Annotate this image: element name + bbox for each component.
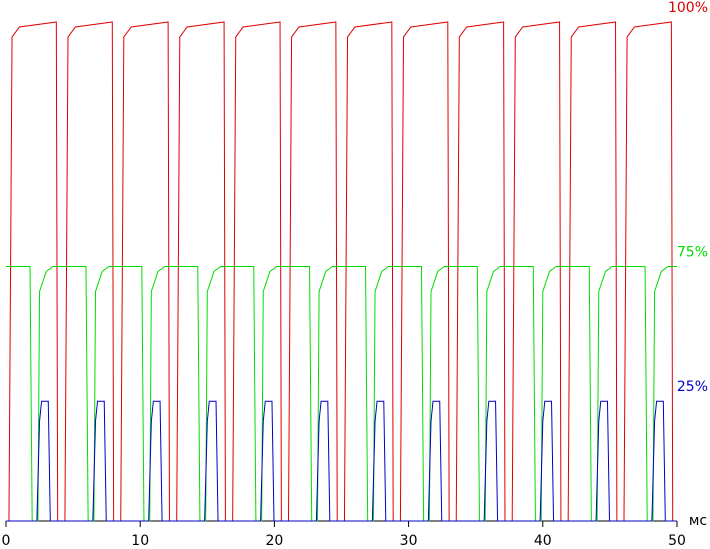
x-tick-label: 0 <box>2 533 11 549</box>
series-line <box>6 400 677 522</box>
series-label: 100% <box>668 0 708 16</box>
series-line <box>6 21 677 522</box>
series-label: 25% <box>677 379 708 395</box>
series-line <box>6 266 677 522</box>
x-axis-label: мс <box>689 513 707 529</box>
x-tick-label: 20 <box>265 533 283 549</box>
x-tick-label: 10 <box>131 533 149 549</box>
series-label: 75% <box>677 245 708 261</box>
x-tick-label: 50 <box>668 533 686 549</box>
x-tick-label: 30 <box>400 533 418 549</box>
x-tick-label: 40 <box>534 533 552 549</box>
